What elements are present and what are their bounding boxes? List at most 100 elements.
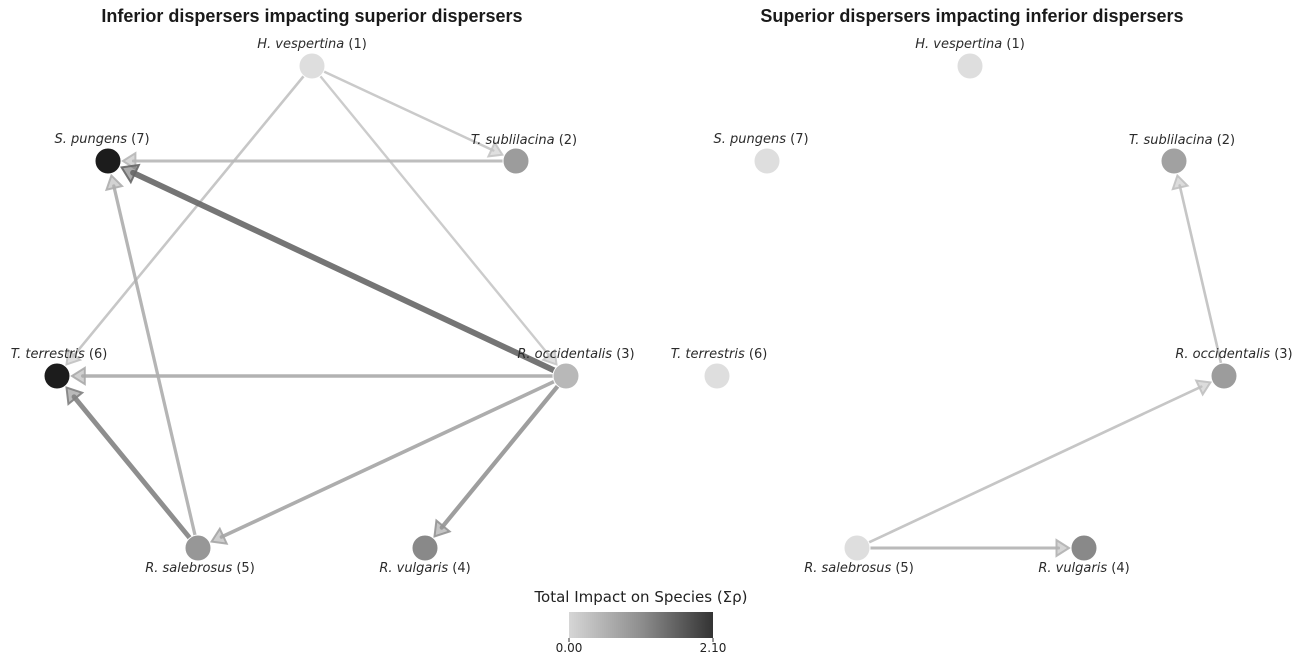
colorbar-title: Total Impact on Species (Σρ): [533, 588, 747, 606]
node-label: T. sublilacina (2): [1129, 133, 1235, 148]
node-circle: [843, 534, 871, 562]
node-species-name: T. terrestris: [671, 347, 745, 362]
edge-line: [865, 385, 1203, 545]
node-number: (1): [344, 37, 367, 52]
node-label: R. occidentalis (3): [517, 347, 634, 362]
edge-line: [71, 73, 307, 358]
node-species-name: S. pungens: [54, 132, 127, 147]
node-circle: [1210, 362, 1238, 390]
node-species-name: T. terrestris: [11, 347, 85, 362]
left-edge-2-to-7: [121, 151, 507, 171]
node-label: T. terrestris (6): [11, 347, 108, 362]
edge-line: [219, 378, 558, 539]
node-species-name: T. sublilacina: [1129, 133, 1213, 148]
node-species-name: R. salebrosus: [145, 561, 232, 576]
node-species-name: H. vespertina: [915, 37, 1002, 52]
node-number: (5): [232, 561, 255, 576]
right-node-1: H. vespertina (1): [915, 37, 1025, 80]
right-edge-5-to-3: [865, 379, 1213, 545]
node-number: (4): [1107, 561, 1130, 576]
node-number: (6): [745, 347, 768, 362]
node-label: R. salebrosus (5): [145, 561, 255, 576]
right-node-7: S. pungens (7): [713, 132, 809, 175]
edge-line: [112, 184, 198, 539]
panel-left-title: Inferior dispersers impacting superior d…: [101, 6, 522, 26]
node-circle: [411, 534, 439, 562]
left-node-1: H. vespertina (1): [257, 37, 367, 80]
panel-right-edges: [865, 173, 1223, 558]
node-number: (6): [85, 347, 108, 362]
node-label: R. salebrosus (5): [804, 561, 914, 576]
panel-right-nodes: H. vespertina (1) T. sublilacina (2) R. oc…: [671, 37, 1293, 576]
left-edge-1-to-3: [317, 73, 558, 366]
edge-line: [439, 382, 562, 530]
edge-line: [1178, 184, 1223, 367]
node-label: S. pungens (7): [713, 132, 808, 147]
node-species-name: S. pungens: [713, 132, 786, 147]
node-number: (2): [1213, 133, 1236, 148]
left-edge-5-to-7: [104, 173, 198, 539]
panel-right-title: Superior dispersers impacting inferior d…: [760, 6, 1183, 26]
node-number: (7): [786, 132, 809, 147]
panel-left-network: H. vespertina (1) T. sublilacina (2) R. oc…: [11, 37, 635, 576]
left-edge-5-to-6: [65, 386, 194, 542]
right-node-5: R. salebrosus (5): [804, 534, 914, 576]
node-circle: [502, 147, 530, 175]
node-species-name: T. sublilacina: [471, 133, 555, 148]
left-node-3: R. occidentalis (3): [517, 347, 635, 390]
edge-arrowhead: [486, 140, 505, 158]
panel-left-edges: [65, 69, 562, 545]
node-number: (2): [555, 133, 578, 148]
right-node-6: T. terrestris (6): [671, 347, 768, 390]
node-label: T. terrestris (6): [671, 347, 768, 362]
edge-arrowhead: [209, 526, 229, 545]
node-label: T. sublilacina (2): [471, 133, 577, 148]
left-edge-3-to-4: [433, 382, 562, 538]
left-edge-3-to-6: [70, 366, 557, 386]
left-node-4: R. vulgaris (4): [379, 534, 471, 576]
node-circle: [753, 147, 781, 175]
edge-arrowhead: [121, 151, 137, 171]
node-label: H. vespertina (1): [257, 37, 367, 52]
node-number: (3): [612, 347, 635, 362]
node-label: S. pungens (7): [54, 132, 149, 147]
node-species-name: R. salebrosus: [804, 561, 891, 576]
node-number: (4): [448, 561, 471, 576]
node-number: (5): [891, 561, 914, 576]
node-circle: [552, 362, 580, 390]
node-species-name: R. occidentalis: [1175, 347, 1270, 362]
left-edge-3-to-5: [209, 378, 558, 545]
panel-right-network: H. vespertina (1) T. sublilacina (2) R. oc…: [671, 37, 1293, 576]
left-edge-1-to-6: [65, 73, 307, 366]
edge-line: [71, 394, 194, 542]
left-edge-3-to-7: [119, 163, 559, 375]
node-species-name: H. vespertina: [257, 37, 344, 52]
colorbar-gradient: [569, 612, 713, 638]
left-node-5: R. salebrosus (5): [145, 534, 255, 576]
node-species-name: R. occidentalis: [517, 347, 612, 362]
edge-arrowhead: [541, 348, 558, 366]
node-species-name: R. vulgaris: [379, 561, 448, 576]
edge-arrowhead: [70, 366, 86, 386]
node-circle: [1070, 534, 1098, 562]
edge-line: [317, 73, 552, 358]
edge-line: [130, 169, 559, 375]
node-circle: [703, 362, 731, 390]
edge-line: [320, 69, 495, 152]
edge-arrowhead: [119, 163, 141, 185]
edge-arrowhead: [1055, 538, 1071, 558]
left-node-7: S. pungens (7): [54, 132, 150, 175]
edge-arrowhead: [1194, 379, 1213, 397]
left-node-6: T. terrestris (6): [11, 347, 108, 390]
colorbar-max-label: 2.10: [700, 641, 727, 655]
left-edge-1-to-2: [320, 69, 505, 158]
colorbar: Total Impact on Species (Σρ) 0.00 2.10: [533, 588, 747, 655]
node-number: (7): [127, 132, 150, 147]
node-species-name: R. vulgaris: [1038, 561, 1107, 576]
node-circle: [298, 52, 326, 80]
left-node-2: T. sublilacina (2): [471, 133, 577, 175]
edge-arrowhead: [65, 348, 83, 366]
node-number: (3): [1270, 347, 1293, 362]
right-node-3: R. occidentalis (3): [1175, 347, 1293, 390]
